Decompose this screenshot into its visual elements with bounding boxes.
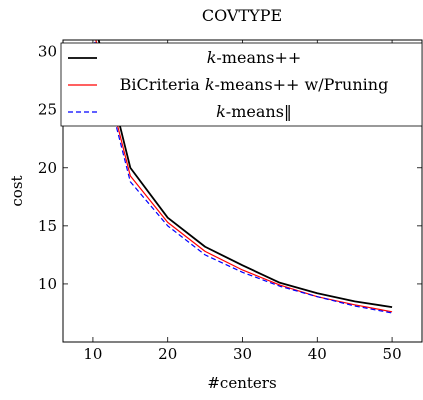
legend-entry-1: k-means++ [207,48,302,67]
x-tick-label: 20 [158,345,177,363]
y-tick-label: 10 [38,275,57,293]
legend-text-part: k [207,48,217,67]
x-axis-label: #centers [207,374,276,392]
legend-box [60,42,423,127]
y-tick-label: 30 [38,43,57,61]
legend-text-part: BiCriteria [120,75,205,94]
y-axis-label: cost [8,175,26,206]
legend-text-part: -means++ w/Pruning [215,75,389,94]
x-tick-label: 30 [233,345,252,363]
series-line-1 [97,40,393,309]
legend-entry-2: BiCriteria k-means++ w/Pruning [120,75,389,94]
x-tick-label: 50 [383,345,402,363]
legend-text-part: k [216,102,226,121]
legend-entry-3: k-means‖ [216,102,292,121]
y-tick-label: 15 [38,217,57,235]
chart-title: COVTYPE [202,6,282,25]
y-tick-label: 20 [38,159,57,177]
x-tick-label: 40 [308,345,327,363]
legend-text-part: k [205,75,215,94]
series-line-2 [95,40,393,313]
x-tick-label: 10 [83,345,102,363]
y-tick-label: 25 [38,101,57,119]
legend-text-part: -means‖ [226,102,292,121]
legend-text-part: -means++ [216,48,301,67]
series-line-3 [93,40,393,314]
